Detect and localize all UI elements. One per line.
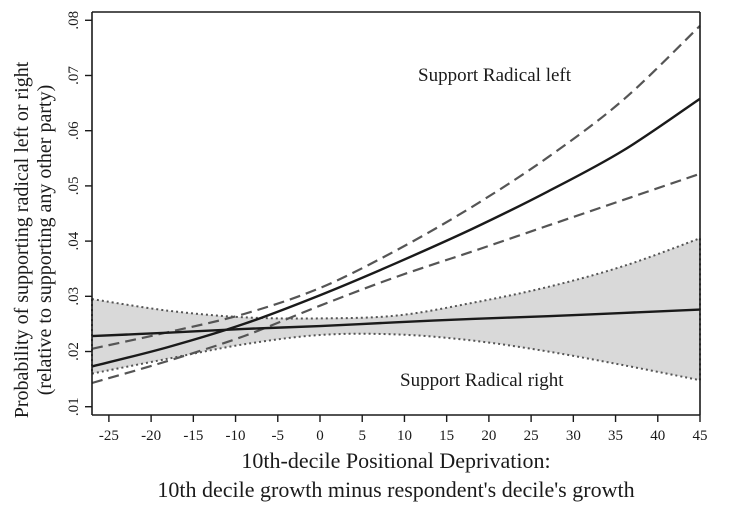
x-tick-label: 45 bbox=[693, 428, 708, 444]
x-tick-label: 0 bbox=[316, 428, 324, 444]
y-tick-label: .05 bbox=[66, 177, 82, 196]
y-tick-label: .07 bbox=[66, 66, 82, 85]
y-axis-title-line-2: (relative to supporting any other party) bbox=[34, 85, 56, 395]
x-tick-label: 20 bbox=[481, 428, 496, 444]
x-tick-label: 40 bbox=[650, 428, 665, 444]
x-axis-title-line-2: 10th decile growth minus respondent's de… bbox=[157, 477, 634, 502]
y-tick-label: .08 bbox=[66, 11, 82, 30]
y-tick-label: .06 bbox=[66, 121, 82, 140]
x-tick-label: 15 bbox=[439, 428, 454, 444]
x-tick-label: -20 bbox=[141, 428, 161, 444]
ci-lower-radical-left bbox=[91, 172, 701, 385]
ci-upper-radical-left bbox=[91, 25, 701, 350]
x-tick-label: -5 bbox=[272, 428, 285, 444]
band-fill-radical-right bbox=[92, 238, 700, 381]
annotation-radical-right: Support Radical right bbox=[400, 370, 564, 391]
x-axis-title-line-1: 10th-decile Positional Deprivation: bbox=[241, 448, 550, 473]
y-tick-label: .02 bbox=[66, 342, 82, 361]
series-line-radical-right bbox=[91, 308, 701, 338]
y-tick-label: .03 bbox=[66, 287, 82, 306]
band-upper-radical-right bbox=[91, 237, 701, 320]
y-axis-title-line-1: Probability of supporting radical left o… bbox=[11, 61, 33, 418]
x-tick-label: 30 bbox=[566, 428, 581, 444]
y-tick-label: .04 bbox=[66, 231, 82, 250]
x-axis-ticks: -25 -20 -15 -10 -5 0 5 10 15 20 25 30 35 40 45 bbox=[99, 415, 708, 444]
x-tick-label: -15 bbox=[183, 428, 203, 444]
x-tick-label: -10 bbox=[226, 428, 246, 444]
x-tick-label: 35 bbox=[608, 428, 623, 444]
confidence-band-radical-right bbox=[91, 237, 701, 382]
x-tick-label: 5 bbox=[358, 428, 366, 444]
x-tick-label: -25 bbox=[99, 428, 119, 444]
series-line-radical-left bbox=[91, 97, 701, 368]
x-tick-label: 25 bbox=[524, 428, 539, 444]
y-tick-label: .01 bbox=[66, 397, 82, 416]
x-tick-label: 10 bbox=[397, 428, 412, 444]
y-axis-ticks: .01 .02 .03 .04 .05 .06 .07 .08 bbox=[66, 11, 92, 416]
annotation-radical-left: Support Radical left bbox=[418, 65, 572, 86]
